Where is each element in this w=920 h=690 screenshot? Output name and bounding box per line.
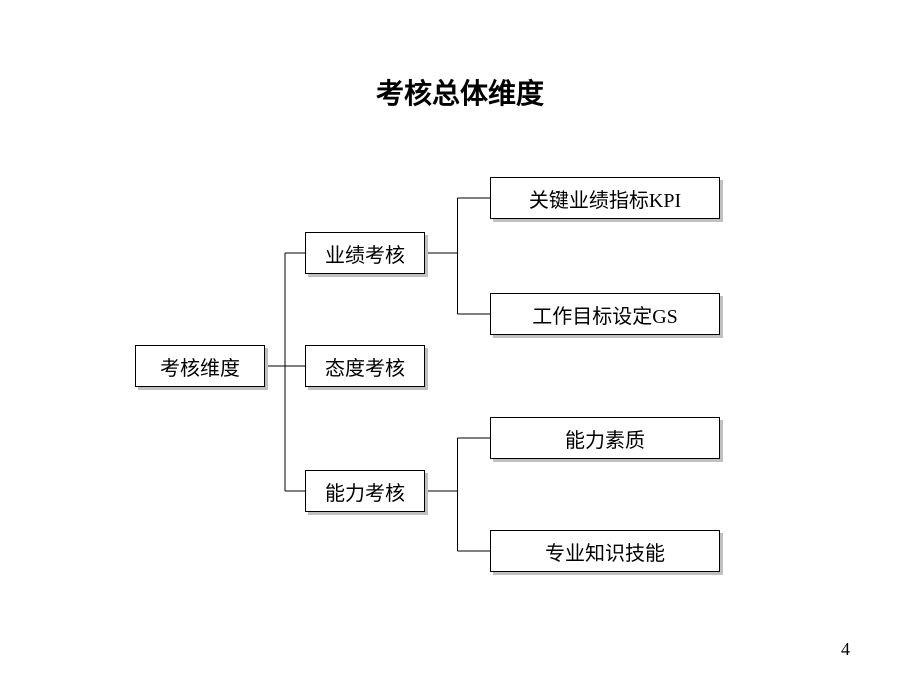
slide-title: 考核总体维度: [0, 72, 920, 112]
tree-node-gs: 工作目标设定GS: [490, 293, 720, 335]
tree-node-qual: 能力素质: [490, 417, 720, 459]
tree-node-root: 考核维度: [135, 345, 265, 387]
tree-node-att: 态度考核: [305, 345, 425, 387]
tree-node-cap: 能力考核: [305, 470, 425, 512]
page-number: 4: [841, 639, 850, 660]
tree-node-skill: 专业知识技能: [490, 530, 720, 572]
tree-node-kpi: 关键业绩指标KPI: [490, 177, 720, 219]
tree-node-perf: 业绩考核: [305, 232, 425, 274]
